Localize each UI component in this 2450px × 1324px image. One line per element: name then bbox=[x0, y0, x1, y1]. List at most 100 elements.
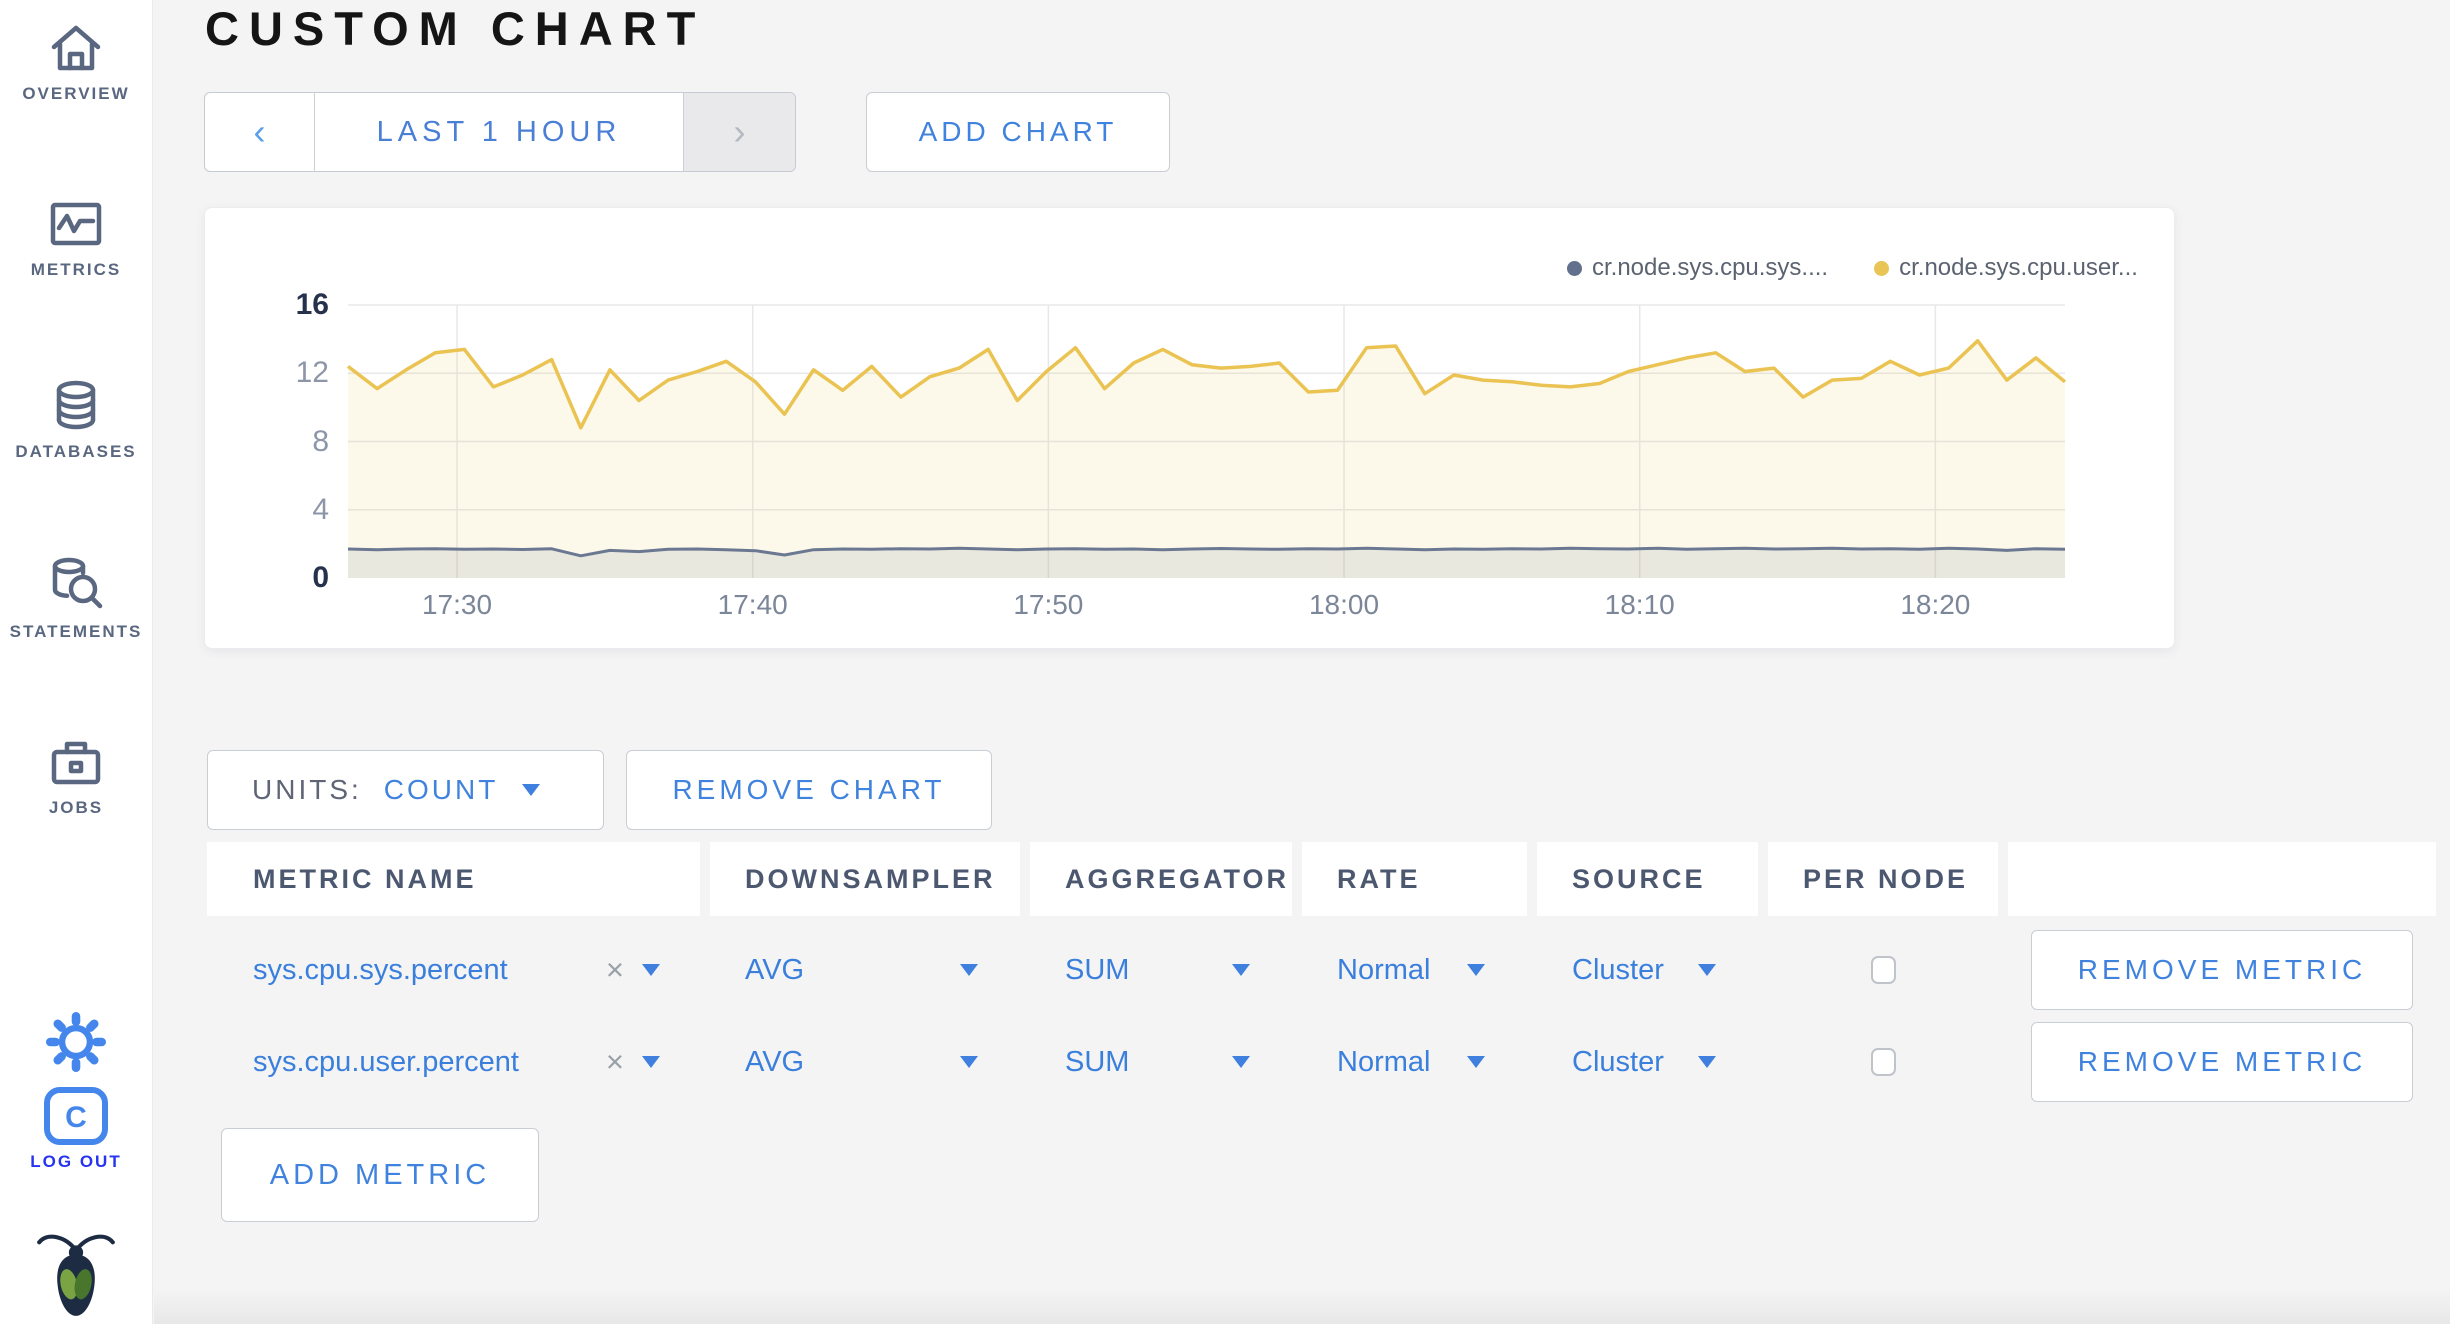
aggregator-select[interactable]: SUM bbox=[1030, 930, 1292, 1010]
x-axis-tick: 17:50 bbox=[1013, 589, 1084, 620]
sidebar-item-label: DATABASES bbox=[15, 442, 137, 461]
metric-name-select[interactable]: sys.cpu.sys.percent × bbox=[207, 930, 700, 1010]
column-header-aggregator: AGGREGATOR bbox=[1030, 842, 1292, 916]
chart-plot-area bbox=[346, 304, 2067, 578]
y-axis-tick: 0 bbox=[312, 561, 329, 594]
legend-item[interactable]: cr.node.sys.cpu.user... bbox=[1874, 254, 2138, 282]
aggregator-select[interactable]: SUM bbox=[1030, 1022, 1292, 1102]
y-axis-tick: 8 bbox=[312, 425, 329, 458]
chevron-down-icon bbox=[642, 1056, 660, 1068]
per-node-cell bbox=[1768, 1022, 1998, 1102]
chevron-down-icon bbox=[960, 1056, 978, 1068]
column-header-source: SOURCE bbox=[1537, 842, 1758, 916]
clear-metric-icon[interactable]: × bbox=[605, 952, 624, 987]
time-window-prev-button[interactable]: ‹ bbox=[205, 93, 315, 171]
per-node-checkbox[interactable] bbox=[1870, 1048, 1896, 1076]
column-header-downsampler: DOWNSAMPLER bbox=[710, 842, 1020, 916]
units-value: COUNT bbox=[383, 774, 499, 805]
actions-cell: REMOVE METRIC bbox=[2008, 930, 2436, 1010]
clear-metric-icon[interactable]: × bbox=[605, 1044, 624, 1079]
database-icon bbox=[0, 378, 152, 432]
cockroachdb-logo bbox=[0, 1228, 152, 1320]
metrics-chart-icon bbox=[0, 200, 152, 250]
per-node-cell bbox=[1768, 930, 1998, 1010]
units-label: UNITS: bbox=[252, 774, 362, 805]
metrics-table-header: METRIC NAME DOWNSAMPLER AGGREGATOR RATE … bbox=[207, 842, 2436, 916]
sidebar-item-overview[interactable]: OVERVIEW bbox=[0, 22, 152, 104]
y-axis-tick: 16 bbox=[295, 288, 329, 321]
gear-icon bbox=[0, 1012, 152, 1072]
legend-item[interactable]: cr.node.sys.cpu.sys.... bbox=[1567, 254, 1828, 282]
y-axis-tick: 12 bbox=[295, 356, 329, 389]
sidebar-item-label: LOG OUT bbox=[30, 1152, 122, 1171]
home-icon bbox=[0, 22, 152, 74]
sidebar-item-label: METRICS bbox=[30, 260, 122, 279]
sidebar: OVERVIEW METRICS DATABASES bbox=[0, 0, 153, 1324]
x-axis-tick: 18:20 bbox=[1900, 589, 1971, 620]
downsampler-select[interactable]: AVG bbox=[710, 1022, 1020, 1102]
per-node-checkbox[interactable] bbox=[1870, 956, 1896, 984]
units-dropdown[interactable]: UNITS: COUNT bbox=[207, 750, 604, 830]
metric-row: sys.cpu.sys.percent × AVG SUM Normal Clu… bbox=[207, 930, 2436, 1010]
rate-select[interactable]: Normal bbox=[1302, 930, 1527, 1010]
statements-icon bbox=[0, 556, 152, 612]
cockroach-bug-icon bbox=[0, 1228, 152, 1320]
x-axis-tick: 17:30 bbox=[421, 589, 493, 620]
add-metric-button[interactable]: ADD METRIC bbox=[221, 1128, 539, 1222]
metric-name-select[interactable]: sys.cpu.user.percent × bbox=[207, 1022, 700, 1102]
chevron-down-icon bbox=[1467, 1056, 1485, 1068]
time-window-value[interactable]: LAST 1 HOUR bbox=[376, 115, 622, 148]
briefcase-icon bbox=[0, 736, 152, 788]
metric-name-value: sys.cpu.user.percent bbox=[253, 1045, 519, 1078]
y-axis-tick: 4 bbox=[312, 493, 329, 526]
remove-metric-button[interactable]: REMOVE METRIC bbox=[2031, 1022, 2413, 1102]
legend-dot-icon bbox=[1567, 260, 1582, 276]
add-chart-button[interactable]: ADD CHART bbox=[866, 92, 1170, 172]
chevron-down-icon bbox=[1232, 1056, 1250, 1068]
downsampler-select[interactable]: AVG bbox=[710, 930, 1020, 1010]
chevron-down-icon bbox=[642, 964, 660, 976]
remove-chart-button[interactable]: REMOVE CHART bbox=[626, 750, 992, 830]
bottom-scroll-shadow bbox=[154, 1288, 2450, 1324]
time-window-selector: ‹ LAST 1 HOUR › bbox=[204, 92, 796, 172]
x-axis-tick: 18:10 bbox=[1604, 589, 1675, 620]
source-select[interactable]: Cluster bbox=[1537, 1022, 1758, 1102]
chevron-down-icon bbox=[1467, 964, 1485, 976]
column-header-per-node: PER NODE bbox=[1768, 842, 1998, 916]
page-title: CUSTOM CHART bbox=[205, 2, 706, 55]
x-axis-tick: 17:40 bbox=[717, 589, 788, 620]
sidebar-item-settings[interactable] bbox=[0, 1012, 152, 1072]
remove-metric-button[interactable]: REMOVE METRIC bbox=[2031, 930, 2413, 1010]
x-axis-tick: 18:00 bbox=[1308, 589, 1380, 620]
sidebar-item-metrics[interactable]: METRICS bbox=[0, 200, 152, 280]
chart-legend: cr.node.sys.cpu.sys.... cr.node.sys.cpu.… bbox=[1567, 254, 2138, 282]
chevron-down-icon bbox=[1232, 964, 1250, 976]
sidebar-item-databases[interactable]: DATABASES bbox=[0, 378, 152, 462]
sidebar-item-jobs[interactable]: JOBS bbox=[0, 736, 152, 818]
chevron-down-icon bbox=[960, 964, 978, 976]
chevron-down-icon bbox=[522, 784, 541, 796]
actions-cell: REMOVE METRIC bbox=[2008, 1022, 2436, 1102]
svg-text:C: C bbox=[65, 1101, 87, 1134]
metric-name-value: sys.cpu.sys.percent bbox=[253, 953, 508, 986]
sidebar-item-logout[interactable]: C LOG OUT bbox=[0, 1086, 152, 1172]
metric-row: sys.cpu.user.percent × AVG SUM Normal Cl… bbox=[207, 1022, 2436, 1102]
sidebar-item-statements[interactable]: STATEMENTS bbox=[0, 556, 152, 642]
logout-c-icon: C bbox=[0, 1086, 152, 1146]
chart-plot-svg bbox=[346, 304, 2067, 578]
column-header-metric-name: METRIC NAME bbox=[207, 842, 700, 916]
source-select[interactable]: Cluster bbox=[1537, 930, 1758, 1010]
chevron-down-icon bbox=[1698, 964, 1716, 976]
chevron-right-icon: › bbox=[733, 111, 746, 152]
sidebar-item-label: JOBS bbox=[48, 798, 104, 817]
time-window-next-button[interactable]: › bbox=[683, 93, 795, 171]
column-header-actions bbox=[2008, 842, 2436, 916]
chevron-left-icon: ‹ bbox=[253, 111, 266, 152]
chart-card: cr.node.sys.cpu.sys.... cr.node.sys.cpu.… bbox=[204, 207, 2175, 649]
column-header-rate: RATE bbox=[1302, 842, 1527, 916]
chevron-down-icon bbox=[1698, 1056, 1716, 1068]
sidebar-item-label: OVERVIEW bbox=[22, 84, 130, 103]
rate-select[interactable]: Normal bbox=[1302, 1022, 1527, 1102]
sidebar-item-label: STATEMENTS bbox=[9, 622, 143, 641]
legend-dot-icon bbox=[1874, 260, 1890, 276]
